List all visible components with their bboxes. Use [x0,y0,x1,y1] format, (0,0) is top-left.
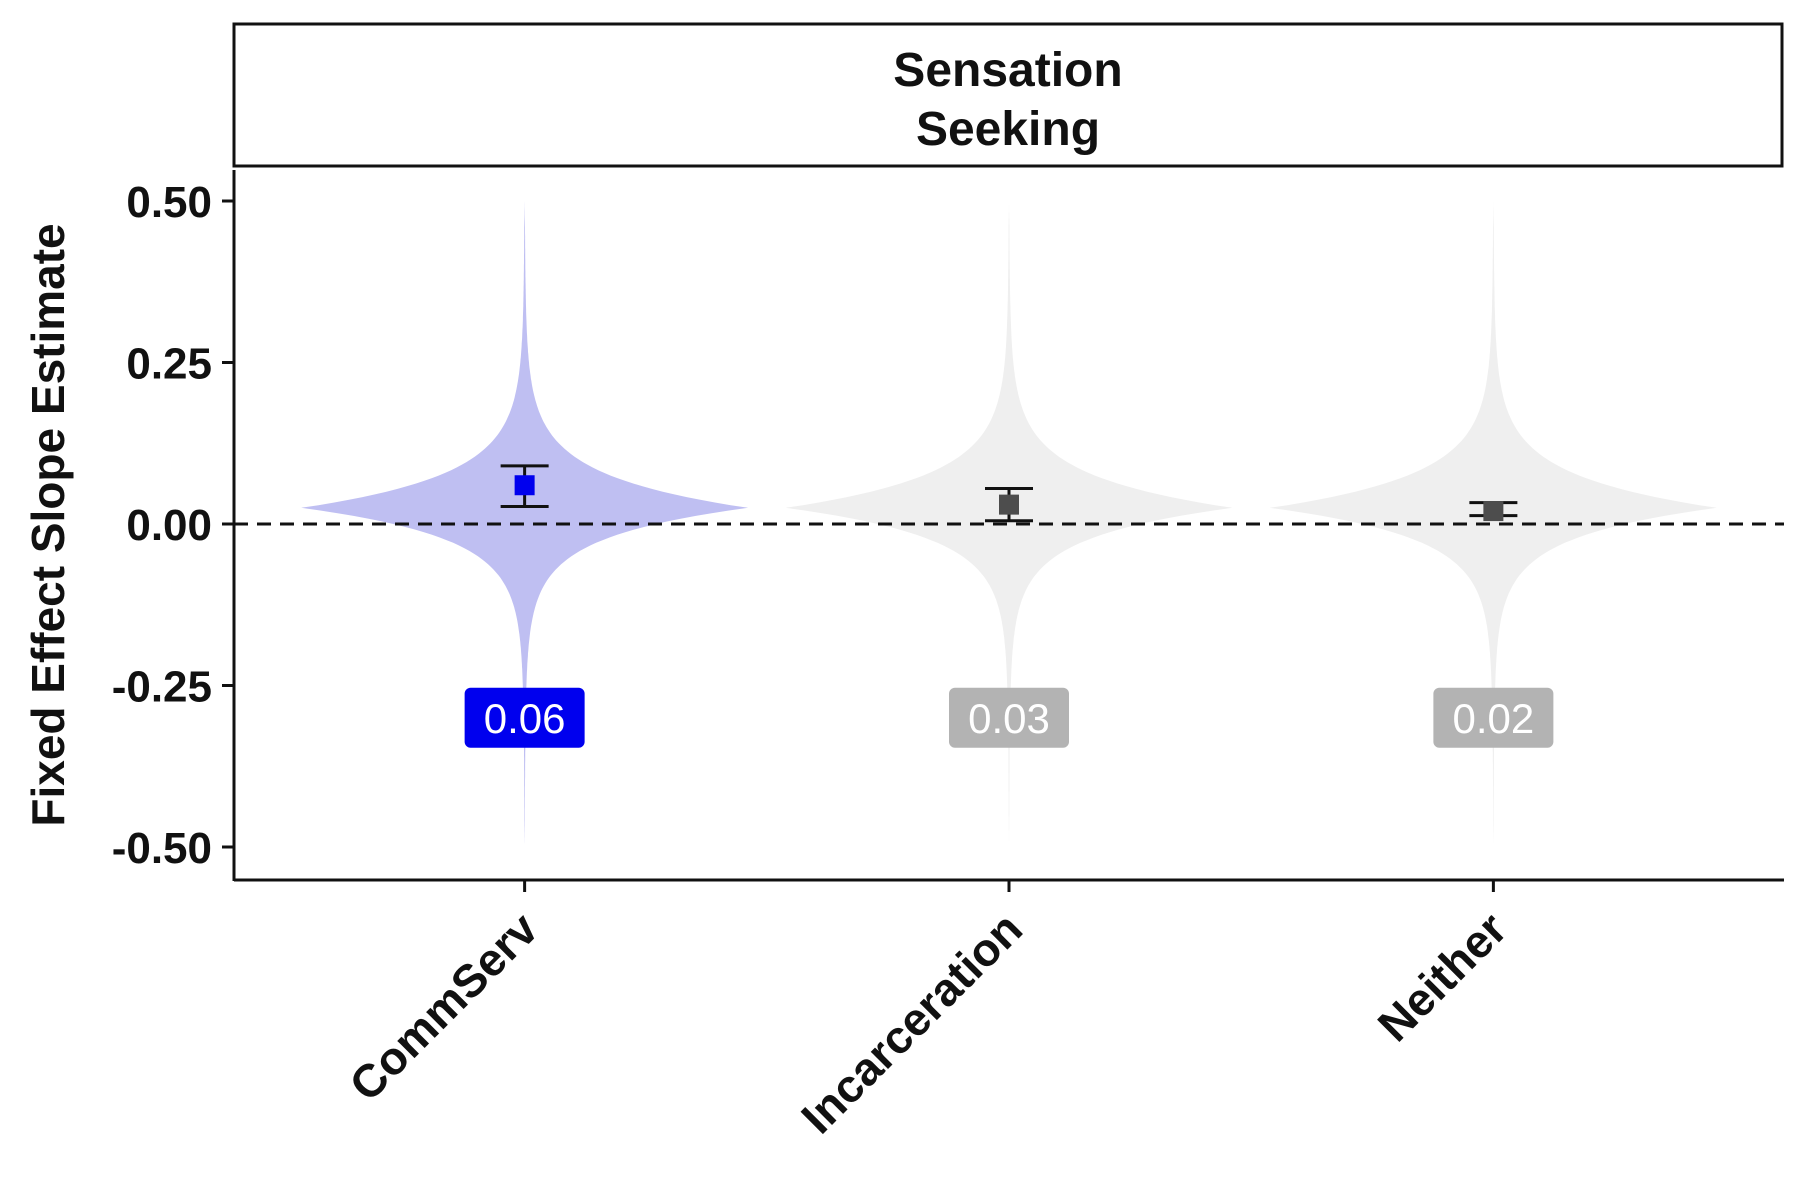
value-label-incarceration: 0.03 [949,687,1069,748]
estimate-point-commserv [514,475,535,496]
facet-title-line-1: Sensation [893,44,1122,97]
facet-strip: Sensation Seeking [232,22,1784,168]
value-label-box [1433,687,1554,748]
estimate-point-incarceration [999,494,1019,515]
value-label-commserv: 0.06 [464,687,585,748]
violin-neither [1269,201,1717,847]
value-labels: 0.06 0.03 0.02 [464,687,1554,748]
value-label-text: 0.03 [968,695,1050,742]
value-label-box [949,687,1069,748]
value-label-box [464,687,585,748]
y-tick-label: 0.00 [126,501,212,550]
x-tick-label-neither: Neither [1368,902,1517,1051]
y-tick-label: 0.50 [126,178,212,227]
y-axis-ticks: 0.50 0.25 0.00 -0.25 -0.50 [112,178,234,873]
x-tick-label-incarceration: Incarceration [791,902,1032,1143]
estimate-points [514,475,1504,522]
estimate-point-neither [1483,501,1504,522]
x-axis-ticks: CommServ Incarceration Neither [339,880,1517,1143]
violin-commserv [301,201,749,847]
value-label-text: 0.02 [1453,695,1535,742]
y-tick-label: -0.50 [112,824,212,873]
x-tick-label-commserv: CommServ [339,902,548,1111]
value-label-neither: 0.02 [1433,687,1554,748]
facet-title-line-2: Seeking [916,103,1100,156]
violin-incarceration [785,201,1233,847]
y-tick-label: -0.25 [112,663,212,712]
facet-strip-box [232,22,1784,168]
value-label-text: 0.06 [484,695,566,742]
violins [301,201,1717,847]
y-tick-label: 0.25 [126,340,212,389]
y-axis-title: Fixed Effect Slope Estimate [22,223,74,826]
